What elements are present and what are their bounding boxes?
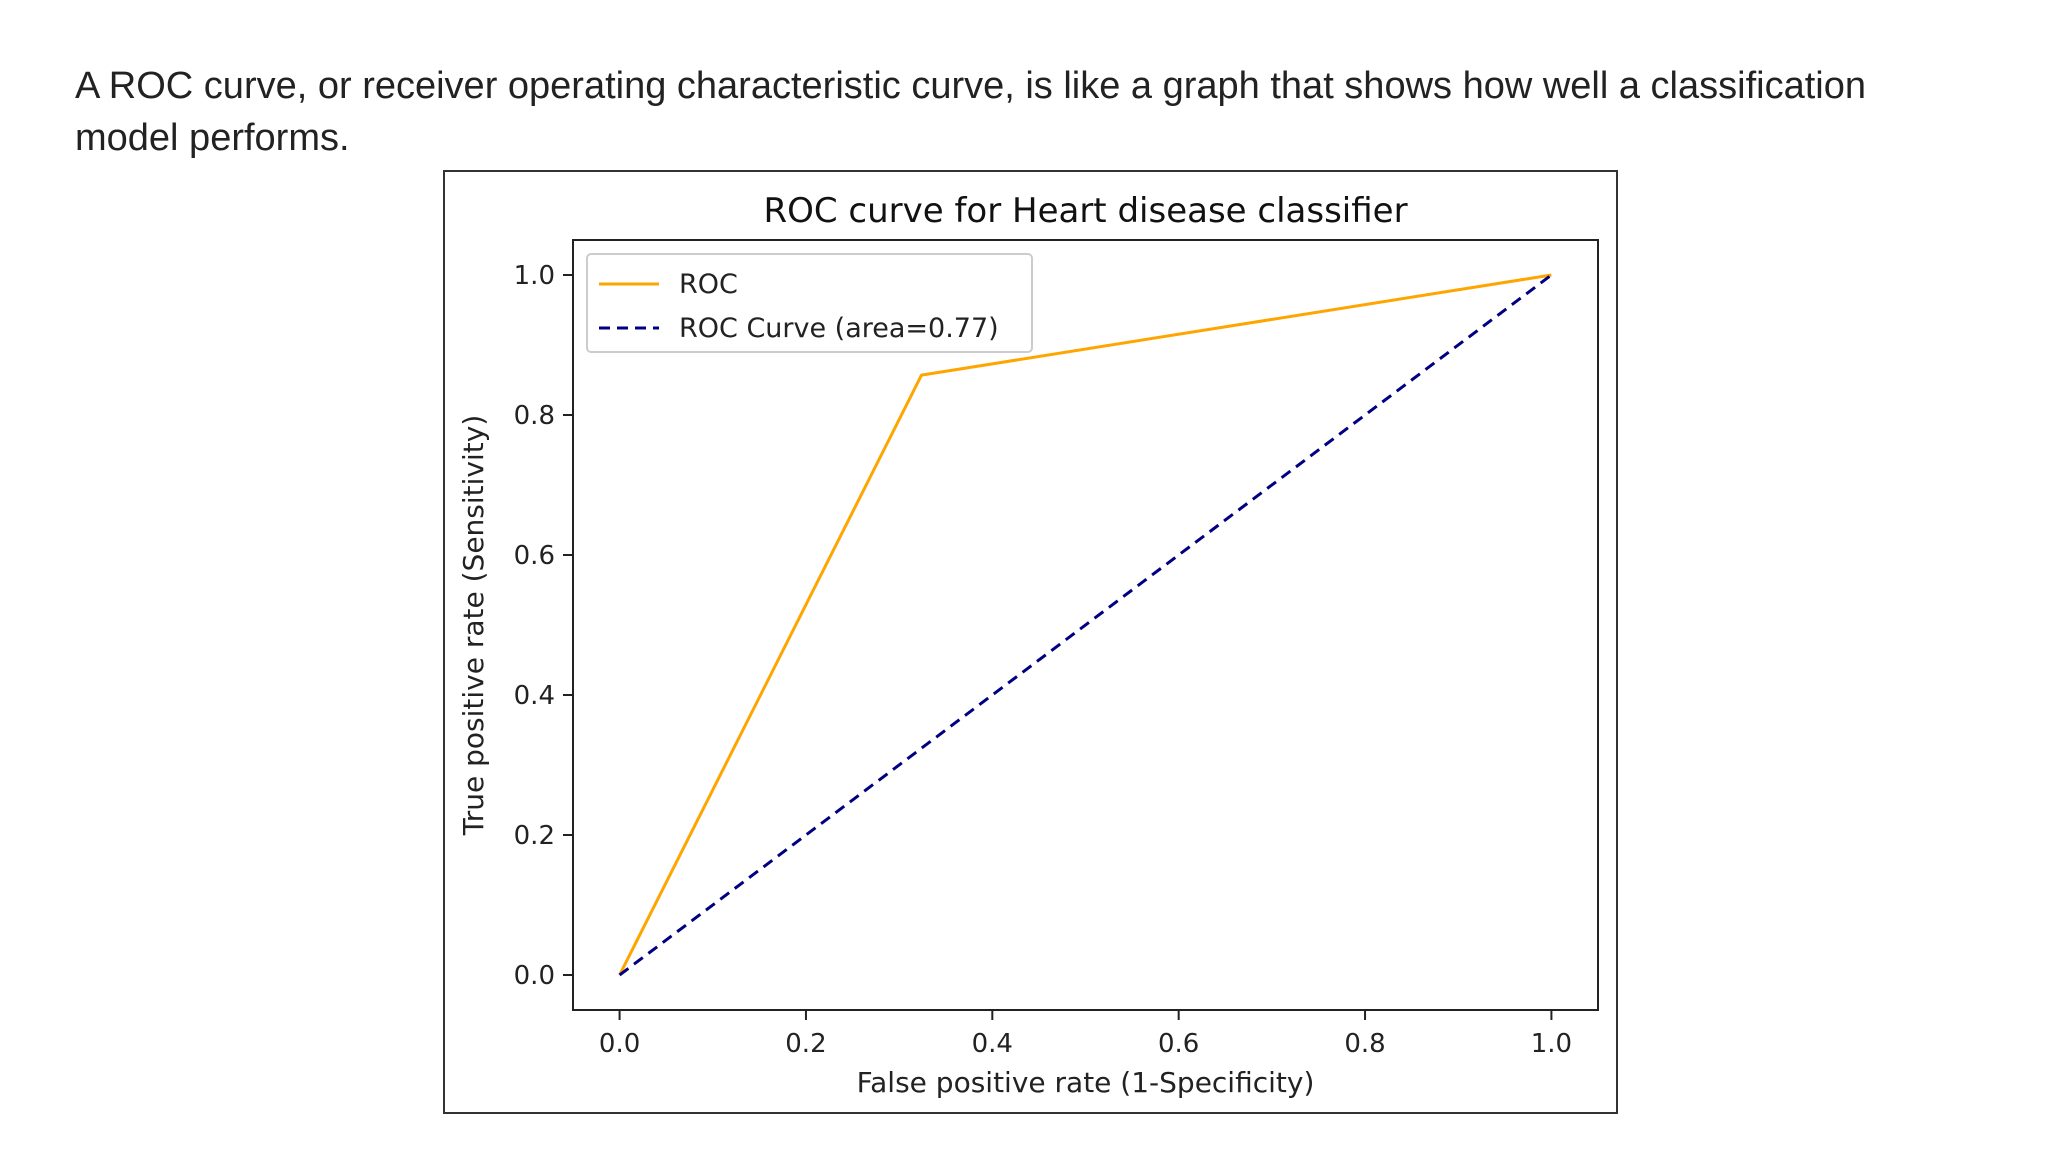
legend: ROC ROC Curve (area=0.77) bbox=[586, 253, 1033, 353]
x-tick-label: 0.2 bbox=[785, 1029, 826, 1059]
legend-label: ROC bbox=[679, 269, 738, 300]
roc-line bbox=[618, 273, 1552, 976]
y-tick-label: 0.2 bbox=[514, 821, 555, 851]
x-tick-label: 1.0 bbox=[1531, 1029, 1572, 1059]
y-tick-label: 0.0 bbox=[514, 961, 555, 991]
x-axis-label: False positive rate (1-Specificity) bbox=[857, 1066, 1315, 1099]
x-tick-label: 0.6 bbox=[1158, 1029, 1199, 1059]
x-tick-label: 0.4 bbox=[972, 1029, 1013, 1059]
x-axis: 0.0 0.2 0.4 0.6 0.8 1.0 bbox=[599, 1010, 1572, 1059]
y-tick-label: 0.8 bbox=[514, 401, 555, 431]
x-tick-label: 0.0 bbox=[599, 1029, 640, 1059]
legend-label: ROC Curve (area=0.77) bbox=[679, 313, 999, 344]
y-tick-label: 1.0 bbox=[514, 261, 555, 291]
intro-paragraph: A ROC curve, or receiver operating chara… bbox=[75, 65, 1866, 159]
y-axis: 0.0 0.2 0.4 0.6 0.8 1.0 bbox=[514, 261, 573, 991]
chart-title: ROC curve for Heart disease classifier bbox=[763, 191, 1407, 231]
y-axis-label: True positive rate (Sensitivity) bbox=[457, 415, 490, 837]
plot-area bbox=[572, 239, 1599, 1011]
diagonal-reference-line bbox=[618, 273, 1553, 977]
y-tick-label: 0.4 bbox=[514, 681, 555, 711]
x-tick-label: 0.8 bbox=[1344, 1029, 1385, 1059]
series-layer bbox=[618, 273, 1553, 977]
legend-box bbox=[586, 253, 1033, 353]
roc-chart: ROC curve for Heart disease classifier 0… bbox=[457, 191, 1599, 1099]
figure-frame: ROC curve for Heart disease classifier 0… bbox=[443, 170, 1618, 1114]
y-tick-label: 0.6 bbox=[514, 541, 555, 571]
